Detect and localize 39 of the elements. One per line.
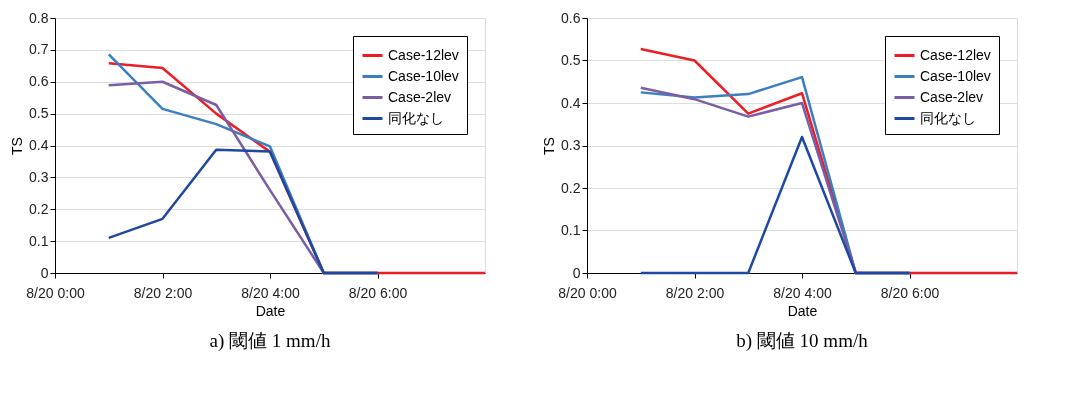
legend-label: 同化なし (920, 109, 976, 126)
x-tick-label: 8/20 6:00 (880, 284, 940, 301)
y-tick-label: 0.5 (29, 105, 49, 122)
y-tick-label: 0.4 (561, 94, 581, 111)
y-axis-title: TS (541, 137, 558, 155)
legend-label: Case-2lev (920, 88, 984, 105)
x-tick-label: 8/20 2:00 (665, 284, 725, 301)
y-tick-label: 0.7 (29, 41, 49, 58)
y-tick-label: 0.2 (29, 200, 49, 217)
x-tick-label: 8/20 0:00 (558, 284, 617, 301)
y-tick-label: 0.6 (561, 9, 581, 26)
y-tick-label: 0 (572, 264, 581, 281)
y-tick-label: 0.1 (29, 232, 49, 249)
y-tick-label: 0.6 (29, 73, 49, 90)
legend-label: Case-10lev (388, 67, 459, 84)
y-tick-label: 0 (40, 264, 49, 281)
legend-label: Case-10lev (920, 67, 991, 84)
y-tick-label: 0.8 (29, 9, 49, 26)
legend-label: Case-12lev (388, 46, 459, 63)
text: b) 閾値 10 mm/h (736, 330, 869, 352)
y-tick-label: 0.3 (561, 137, 581, 153)
x-axis-title: Date (787, 302, 818, 319)
legend-label: Case-2lev (388, 88, 452, 105)
x-axis-title: Date (255, 302, 286, 319)
x-tick-label: 8/20 4:00 (241, 284, 300, 301)
x-tick-label: 8/20 6:00 (348, 284, 408, 301)
legend-label: 同化なし (388, 109, 444, 126)
y-tick-label: 0.4 (29, 137, 49, 153)
x-tick-label: 8/20 2:00 (133, 284, 193, 301)
x-tick-label: 8/20 4:00 (773, 284, 832, 301)
y-tick-label: 0.3 (29, 168, 49, 185)
y-axis-title: TS (9, 137, 26, 155)
y-tick-label: 0.1 (561, 222, 581, 238)
y-tick-label: 0.5 (561, 52, 581, 68)
line-series (107, 148, 379, 275)
x-tick-label: 8/20 0:00 (26, 284, 85, 301)
legend-label: Case-12lev (920, 46, 991, 63)
text: a) 閾値 1 mm/h (209, 330, 331, 352)
y-tick-label: 0.2 (561, 179, 581, 196)
